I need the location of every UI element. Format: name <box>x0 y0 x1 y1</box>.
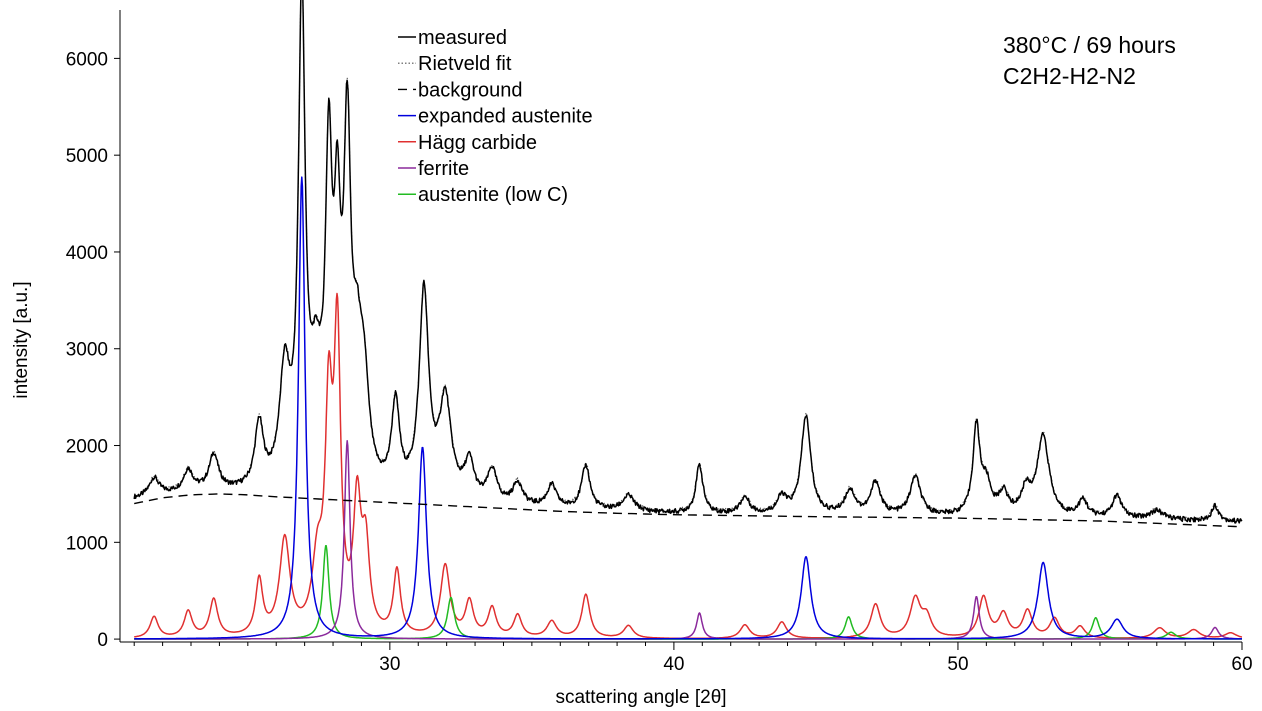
legend-label-expanded-austenite: expanded austenite <box>418 106 593 128</box>
y-tick-label: 6000 <box>66 49 108 70</box>
legend: measured Rietveld fit background expanded a… <box>398 27 593 206</box>
x-axis-title: scattering angle [2θ] <box>555 687 726 708</box>
axes <box>119 10 1242 643</box>
y-tick-label: 0 <box>97 630 108 651</box>
y-tick-label: 3000 <box>66 340 108 361</box>
y-tick-label: 2000 <box>66 437 108 458</box>
annotation-gas-mixture: C2H2-H2-N2 <box>1003 63 1136 89</box>
legend-label-austenite-low-c: austenite (low C) <box>418 184 568 206</box>
x-tick-label: 60 <box>1231 654 1252 675</box>
legend-label-background: background <box>418 79 523 101</box>
annotation-temperature-time: 380°C / 69 hours <box>1003 32 1176 58</box>
series-ferrite <box>134 439 1243 640</box>
series-austenite-low-c <box>134 544 1243 640</box>
series-expanded-austenite <box>134 176 1243 640</box>
x-tick-label: 40 <box>663 654 684 675</box>
series-h-gg-carbide <box>134 292 1243 640</box>
legend-label-rietveld-fit: Rietveld fit <box>418 53 512 75</box>
plot-area <box>133 0 1243 640</box>
x-tick-label: 30 <box>379 654 400 675</box>
y-tick-label: 5000 <box>66 146 108 167</box>
y-tick-label: 1000 <box>66 533 108 554</box>
legend-label-h-gg-carbide: Hägg carbide <box>418 132 537 154</box>
y-axis-title: intensity [a.u.] <box>11 281 32 398</box>
legend-label-ferrite: ferrite <box>418 158 469 180</box>
ticks: 0 1000 2000 3000 4000 5000 6000 30 40 50 60 <box>66 49 1253 675</box>
series-measured <box>133 0 1243 524</box>
x-tick-label: 50 <box>947 654 968 675</box>
y-tick-label: 4000 <box>66 243 108 264</box>
legend-label-measured: measured <box>418 27 507 49</box>
series-background <box>134 493 1243 528</box>
